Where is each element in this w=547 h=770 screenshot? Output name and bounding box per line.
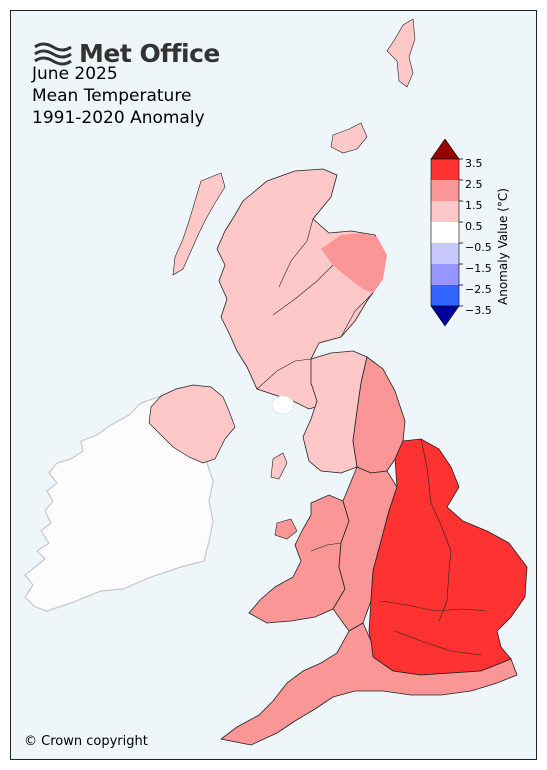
colorbar-bin bbox=[431, 201, 459, 222]
isle-of-man bbox=[270, 452, 288, 480]
colorbar-tick: −3.5 bbox=[465, 304, 492, 317]
northern-ireland bbox=[148, 384, 236, 464]
anomaly-colorbar bbox=[430, 139, 463, 327]
lake-district-neutral bbox=[271, 395, 295, 415]
colorbar-bin bbox=[431, 159, 459, 180]
colorbar-tick: 1.5 bbox=[465, 199, 483, 212]
title-baseline: 1991-2020 Anomaly bbox=[32, 108, 205, 128]
colorbar-bin bbox=[431, 243, 459, 264]
anomaly-map bbox=[24, 18, 528, 746]
met-office-wave-icon bbox=[34, 42, 72, 65]
title-variable: Mean Temperature bbox=[32, 86, 192, 106]
ne-scotland-region bbox=[321, 233, 387, 293]
copyright-notice: © Crown copyright bbox=[24, 734, 148, 749]
region-boundaries bbox=[256, 218, 488, 656]
colorbar-tick: 0.5 bbox=[465, 220, 483, 233]
met-office-logo: Met Office bbox=[33, 39, 220, 68]
wales bbox=[248, 494, 350, 624]
colorbar-tick: −1.5 bbox=[465, 262, 492, 275]
colorbar-extension-high bbox=[430, 139, 460, 160]
colorbar-bin bbox=[431, 222, 459, 243]
brand-name: Met Office bbox=[79, 39, 220, 68]
colorbar-tick: 3.5 bbox=[465, 157, 483, 170]
colorbar-tick: −2.5 bbox=[465, 283, 492, 296]
sw-england bbox=[220, 622, 518, 746]
anglesey bbox=[274, 518, 298, 540]
colorbar-bin bbox=[431, 180, 459, 201]
colorbar-tick: 2.5 bbox=[465, 178, 483, 191]
orkney-islands bbox=[330, 122, 368, 154]
map-frame: Met Office June 2025 Mean Temperature 19… bbox=[10, 10, 537, 760]
colorbar-tick: −0.5 bbox=[465, 241, 492, 254]
colorbar-bin bbox=[431, 285, 459, 306]
title-month: June 2025 bbox=[32, 64, 118, 84]
nw-england bbox=[302, 350, 368, 474]
outer-hebrides bbox=[172, 172, 226, 276]
colorbar-extension-low bbox=[430, 305, 460, 327]
colorbar-bin bbox=[431, 264, 459, 285]
east-england bbox=[368, 438, 528, 676]
colorbar-label: Anomaly Value (°C) bbox=[496, 188, 510, 305]
shetland-islands bbox=[386, 18, 416, 88]
